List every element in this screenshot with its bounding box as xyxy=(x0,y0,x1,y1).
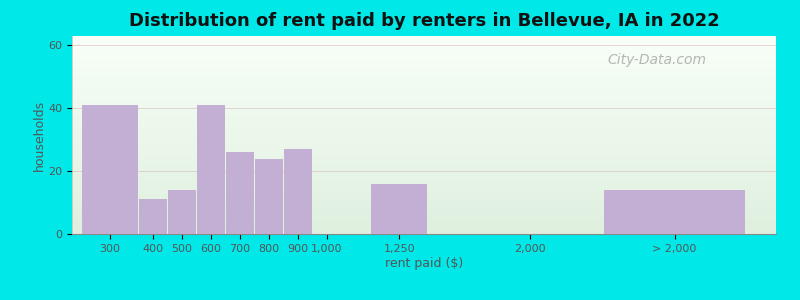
Title: Distribution of rent paid by renters in Bellevue, IA in 2022: Distribution of rent paid by renters in … xyxy=(129,12,719,30)
Bar xyxy=(82,105,138,234)
Bar xyxy=(139,200,167,234)
Bar xyxy=(168,190,196,234)
Bar xyxy=(371,184,427,234)
Y-axis label: households: households xyxy=(32,99,46,171)
Bar xyxy=(226,152,254,234)
Bar xyxy=(284,149,312,234)
Bar xyxy=(255,159,283,234)
X-axis label: rent paid ($): rent paid ($) xyxy=(385,256,463,269)
Bar xyxy=(604,190,745,234)
Text: City-Data.com: City-Data.com xyxy=(607,53,706,67)
Bar xyxy=(197,105,225,234)
